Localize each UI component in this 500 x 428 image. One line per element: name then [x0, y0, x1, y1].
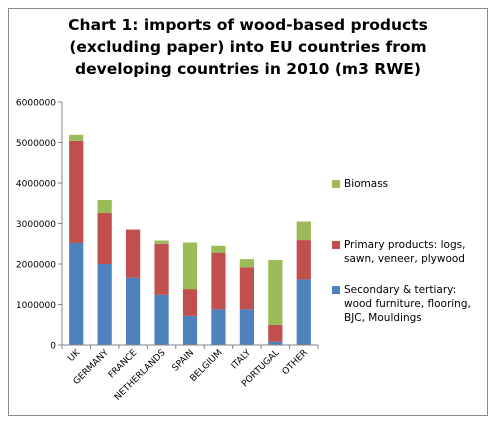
bar-segment — [239, 259, 254, 268]
bar-segment — [182, 242, 198, 290]
x-tick-label: NETHERLANDS — [113, 348, 168, 403]
bar-segment — [154, 243, 169, 295]
y-tick-label: 6000000 — [16, 99, 56, 109]
bar-segment — [97, 264, 112, 345]
chart-title-line-3: developing countries in 2010 (m3 RWE) — [75, 60, 421, 78]
y-tick-label: 2000000 — [16, 261, 56, 271]
bar-segment — [69, 242, 84, 345]
y-tick-label: 3000000 — [16, 220, 56, 230]
chart-title-line-1: Chart 1: imports of wood-based products — [68, 16, 428, 34]
legend-swatch-secondary-tertiary — [332, 286, 340, 294]
bar-segment — [154, 294, 169, 345]
legend-swatch-biomass — [332, 180, 340, 188]
x-tick-label: ITALY — [230, 348, 254, 372]
legend-label-primary-products: Primary products: logs, sawn, veneer, pl… — [344, 238, 494, 266]
legend-label-secondary-tertiary: Secondary & tertiary: wood furniture, fl… — [344, 283, 494, 325]
legend-label-biomass-line-1: Biomass — [344, 178, 389, 190]
bar-segment — [182, 289, 198, 316]
chart-title-line-2: (excluding paper) into EU countries from — [69, 38, 427, 56]
bar-segment — [239, 309, 254, 345]
y-tick-label: 5000000 — [16, 139, 56, 149]
x-tick-label: UK — [66, 347, 83, 364]
bar-segment — [69, 140, 84, 243]
legend-label-primary-line-2: sawn, veneer, plywood — [344, 253, 465, 265]
bar-segment — [97, 212, 112, 264]
bar-segment — [268, 324, 283, 342]
bar-segment — [296, 279, 311, 345]
legend-label-secondary-line-2: wood furniture, flooring, — [344, 298, 471, 310]
bar-segment — [126, 277, 141, 345]
y-tick-label: 0 — [50, 342, 56, 352]
bar-segment — [296, 221, 311, 241]
bar-segment — [154, 240, 169, 244]
legend-label-secondary-line-1: Secondary & tertiary: — [344, 284, 457, 296]
bar-segment — [97, 200, 112, 213]
chart-title: Chart 1: imports of wood-based products … — [8, 14, 488, 80]
y-tick-label: 1000000 — [16, 301, 56, 311]
legend-swatch-primary-products — [332, 241, 340, 249]
bar-segment — [182, 315, 198, 345]
x-tick-label: SPAIN — [171, 348, 197, 374]
bar-segment — [211, 245, 226, 253]
bar-segment — [268, 259, 283, 325]
bar-segment — [211, 252, 226, 310]
bar-segment — [126, 229, 141, 278]
y-tick-label: 4000000 — [16, 180, 56, 190]
legend-label-secondary-line-3: BJC, Mouldings — [344, 312, 422, 324]
legend-label-biomass: Biomass — [344, 177, 494, 191]
bar-segment — [268, 341, 283, 345]
x-tick-label: OTHER — [281, 348, 310, 377]
chart-frame — [8, 8, 488, 416]
bar-segment — [239, 267, 254, 310]
bar-segment — [69, 134, 84, 141]
bar-segment — [296, 240, 311, 280]
legend-label-primary-line-1: Primary products: logs, — [344, 239, 466, 251]
bar-segment — [211, 309, 226, 345]
